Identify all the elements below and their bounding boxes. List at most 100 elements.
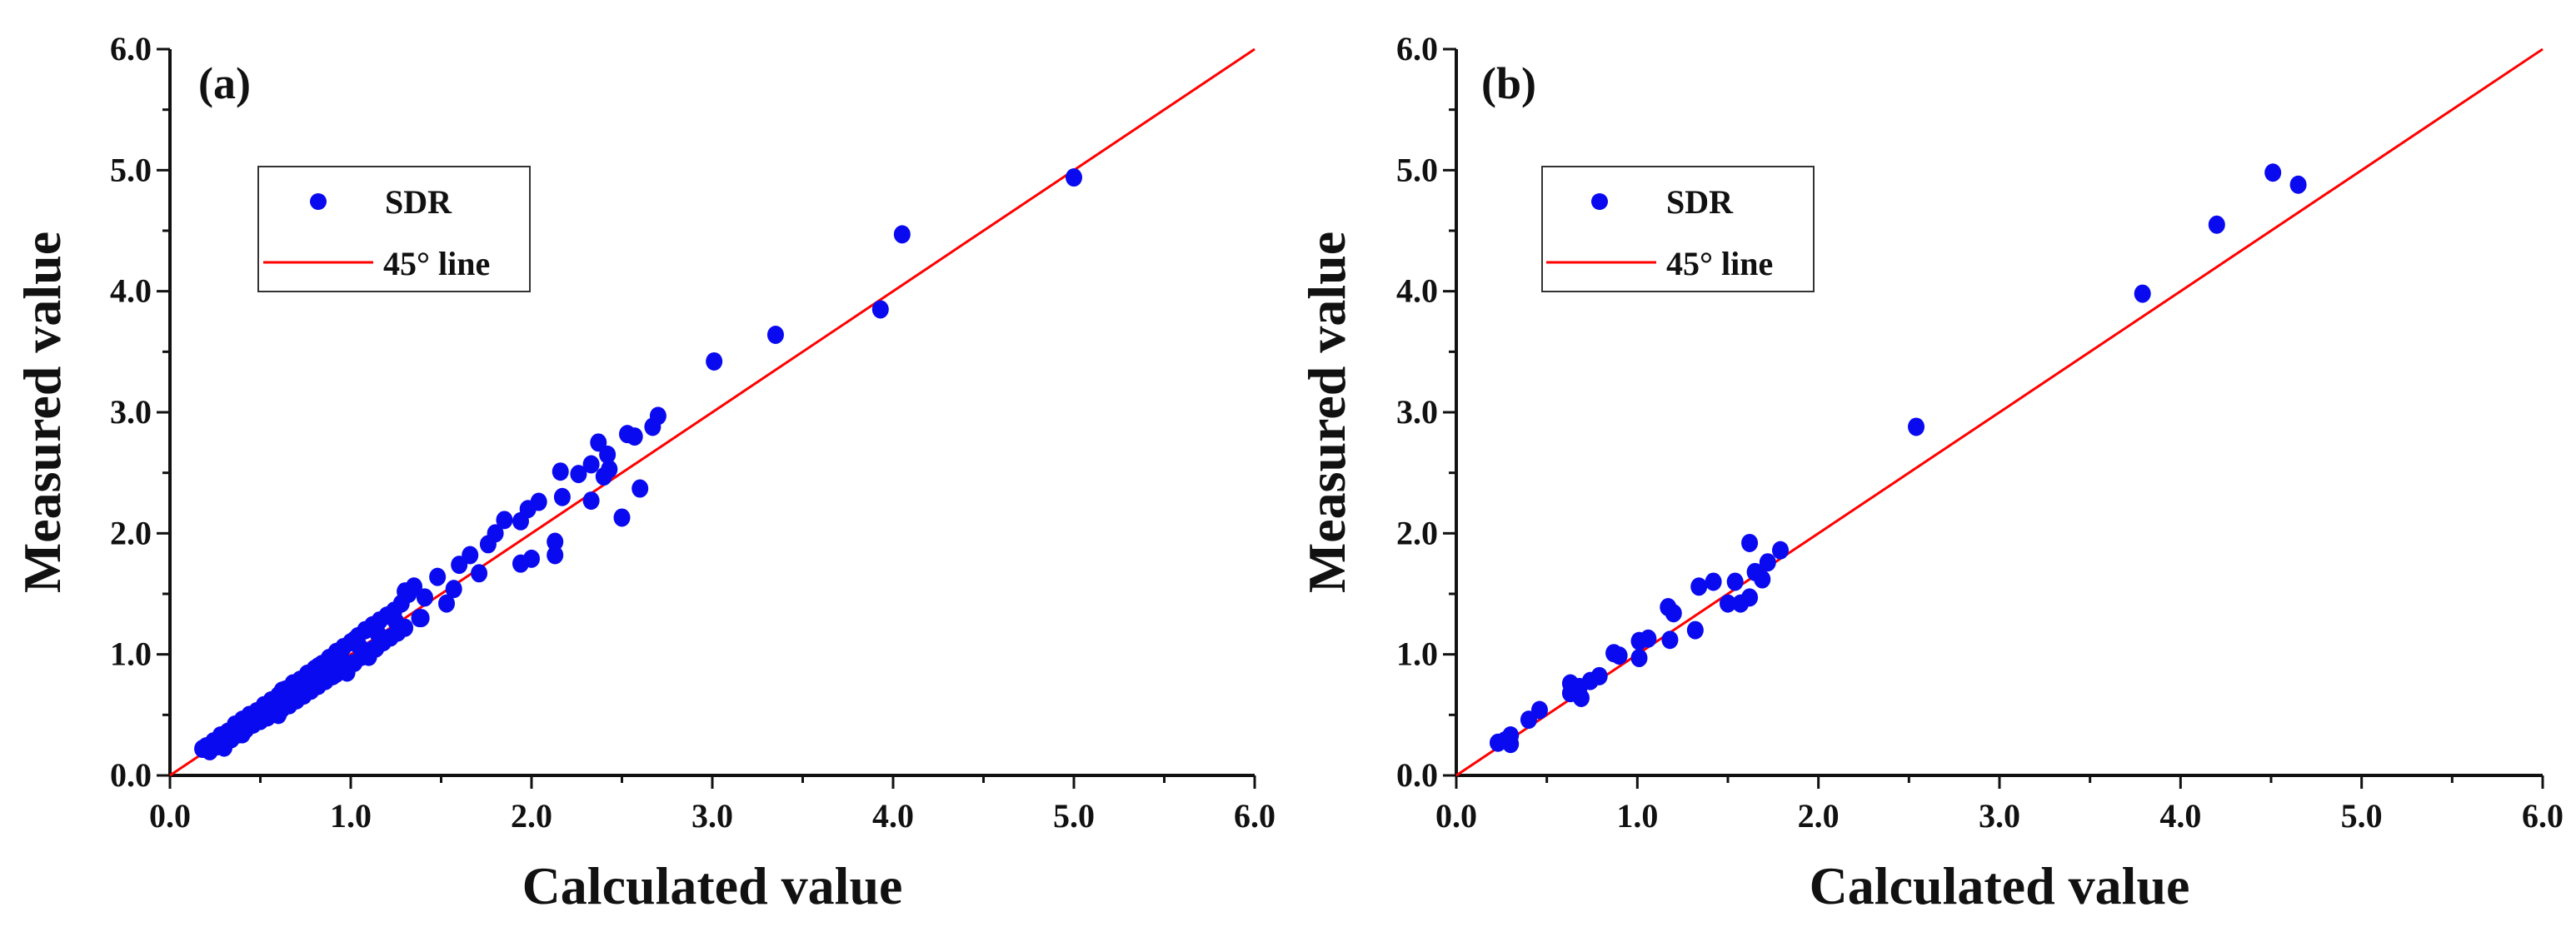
reference-line-45 bbox=[1455, 47, 2544, 777]
x-tick-label: 2.0 bbox=[511, 797, 552, 835]
data-point bbox=[1661, 630, 1679, 650]
data-point bbox=[445, 580, 462, 599]
y-tick-label: 5.0 bbox=[110, 151, 152, 188]
data-point bbox=[412, 609, 430, 628]
data-point bbox=[2289, 175, 2307, 194]
data-point bbox=[1630, 649, 1648, 668]
data-point bbox=[1759, 553, 1776, 572]
data-point bbox=[1741, 588, 1759, 607]
x-tick-label: 3.0 bbox=[691, 797, 733, 835]
data-point bbox=[1705, 572, 1722, 591]
data-point bbox=[429, 567, 447, 586]
data-point bbox=[1640, 629, 1657, 648]
y-tick-label: 0.0 bbox=[1396, 756, 1438, 794]
data-point bbox=[387, 612, 405, 631]
panel-label: (a) bbox=[198, 58, 251, 108]
legend-box bbox=[1541, 166, 1815, 292]
x-axis-label: Calculated value bbox=[522, 856, 903, 915]
data-point bbox=[1610, 646, 1628, 665]
data-point bbox=[438, 594, 456, 613]
y-tick-label: 0.0 bbox=[110, 756, 152, 794]
data-point bbox=[1754, 570, 1771, 589]
data-point bbox=[601, 460, 618, 479]
data-point bbox=[530, 492, 547, 511]
data-point bbox=[270, 705, 287, 725]
y-tick-label: 4.0 bbox=[1396, 272, 1438, 310]
data-point bbox=[1908, 417, 1925, 436]
data-point bbox=[2264, 163, 2282, 182]
y-tick-label: 6.0 bbox=[110, 30, 152, 67]
x-tick-label: 0.0 bbox=[1435, 797, 1477, 835]
y-tick-label: 1.0 bbox=[1396, 635, 1438, 673]
data-point bbox=[552, 462, 569, 481]
x-axis-label: Calculated value bbox=[1810, 856, 2190, 915]
data-point bbox=[309, 657, 327, 676]
legend-label-45-line: 45° line bbox=[383, 245, 490, 282]
data-point bbox=[360, 647, 377, 666]
data-point bbox=[338, 663, 356, 682]
legend: SDR 45° line bbox=[257, 166, 531, 292]
data-point bbox=[1720, 594, 1736, 613]
x-tick-label: 2.0 bbox=[1798, 797, 1840, 835]
y-axis-label: Measured value bbox=[12, 232, 72, 593]
y-tick-label: 2.0 bbox=[1396, 514, 1438, 551]
y-tick-label: 1.0 bbox=[110, 635, 152, 673]
data-point bbox=[462, 546, 479, 565]
data-point bbox=[553, 487, 571, 506]
data-point bbox=[471, 564, 488, 583]
axes: 0.0 1.0 2.0 3.0 4.0 5.0 6.0 0.0 1.0 2.0 3.0 4.0 5.0 6… bbox=[110, 30, 1276, 835]
data-point bbox=[242, 709, 260, 728]
chart-panel-a: 0.0 1.0 2.0 3.0 4.0 5.0 6.0 0.0 1.0 2.0 3.0 4.0 5.0 6… bbox=[12, 30, 1276, 915]
data-point bbox=[599, 445, 617, 464]
axes: 0.0 1.0 2.0 3.0 4.0 5.0 6.0 0.0 1.0 2.0 3.0 4.0 5.0 6… bbox=[1396, 30, 2564, 835]
data-point bbox=[613, 508, 631, 527]
data-point bbox=[626, 427, 643, 446]
data-point bbox=[487, 524, 504, 543]
y-tick-label: 3.0 bbox=[110, 393, 152, 431]
data-point bbox=[523, 549, 540, 568]
series-sdr bbox=[1489, 163, 2307, 754]
data-point bbox=[1726, 572, 1744, 591]
data-point bbox=[297, 674, 314, 693]
data-point bbox=[1530, 700, 1548, 720]
legend: SDR 45° line bbox=[1541, 166, 1815, 292]
legend-marker-sdr bbox=[1591, 193, 1608, 210]
data-point bbox=[632, 479, 649, 498]
data-point bbox=[547, 532, 564, 551]
y-tick-label: 3.0 bbox=[1396, 393, 1438, 431]
data-point bbox=[1741, 533, 1759, 552]
legend-box bbox=[257, 166, 531, 292]
x-tick-label: 5.0 bbox=[2341, 797, 2383, 835]
data-point bbox=[893, 225, 911, 244]
x-tick-label: 0.0 bbox=[149, 797, 191, 835]
data-point bbox=[649, 406, 666, 426]
data-point bbox=[1772, 541, 1790, 560]
data-point bbox=[233, 725, 251, 744]
data-point bbox=[1502, 735, 1520, 754]
data-point bbox=[1066, 168, 1082, 187]
x-tick-label: 1.0 bbox=[330, 797, 372, 835]
data-point bbox=[2208, 215, 2225, 234]
data-point bbox=[346, 630, 363, 650]
data-point bbox=[590, 433, 607, 452]
data-point bbox=[2134, 284, 2151, 303]
panel-label: (b) bbox=[1481, 58, 1536, 108]
legend-label-sdr: SDR bbox=[1666, 183, 1734, 221]
data-point bbox=[1590, 666, 1608, 685]
data-point bbox=[871, 300, 889, 319]
data-point bbox=[582, 491, 600, 511]
y-tick-label: 2.0 bbox=[110, 514, 152, 551]
chart-panel-b: 0.0 1.0 2.0 3.0 4.0 5.0 6.0 0.0 1.0 2.0 3.0 4.0 5.0 6… bbox=[1297, 30, 2564, 915]
x-tick-label: 6.0 bbox=[2522, 797, 2564, 835]
data-point bbox=[1665, 604, 1682, 623]
data-point bbox=[496, 511, 513, 530]
x-tick-label: 1.0 bbox=[1616, 797, 1658, 835]
data-point bbox=[1686, 620, 1704, 640]
data-point bbox=[1690, 577, 1708, 596]
legend-marker-sdr bbox=[310, 193, 327, 210]
data-point bbox=[369, 624, 387, 643]
data-point bbox=[582, 455, 600, 474]
data-point bbox=[273, 681, 291, 700]
data-point bbox=[766, 325, 784, 344]
